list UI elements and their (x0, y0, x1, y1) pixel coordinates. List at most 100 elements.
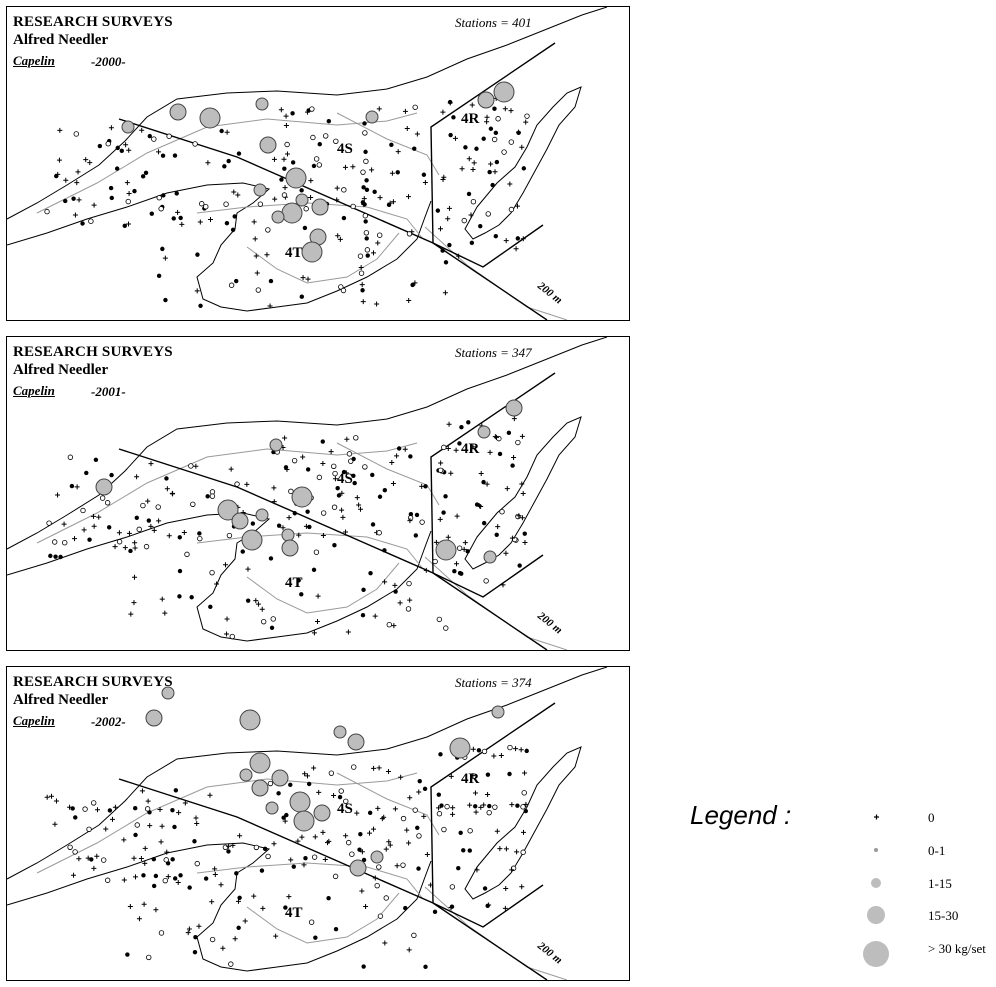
station-small-catch (457, 570, 463, 576)
station-small-catch (299, 592, 304, 597)
station-small-catch (151, 856, 157, 862)
station-trace-catch (105, 141, 111, 147)
station-small-catch (71, 196, 76, 201)
station-small-catch (302, 225, 308, 231)
station-zero-catch (379, 816, 385, 822)
station-trace-catch (520, 849, 526, 855)
station-zero-catch (76, 856, 82, 862)
station-zero-catch (334, 185, 340, 191)
station-zero-catch (157, 807, 163, 813)
station-small-catch (351, 473, 356, 478)
station-zero-catch (254, 270, 260, 276)
isobath-line (246, 232, 400, 284)
isobath-line (196, 862, 424, 900)
station-small-catch (485, 903, 490, 909)
large-catch-circle (265, 801, 279, 815)
station-trace-catch (328, 770, 335, 776)
isobath-line (196, 532, 424, 570)
station-small-catch (222, 164, 227, 169)
large-catch-circle (333, 725, 347, 739)
station-small-catch (296, 578, 301, 583)
station-zero-catch (245, 566, 251, 572)
station-zero-catch (162, 610, 168, 616)
legend-label-3: 15-30 (928, 908, 959, 923)
station-trace-catch (255, 287, 262, 293)
station-zero-catch (416, 789, 422, 795)
station-small-catch (106, 525, 112, 530)
station-zero-catch (94, 807, 100, 813)
station-small-catch (177, 594, 182, 599)
station-zero-catch (472, 790, 478, 796)
isobath-line (336, 112, 440, 176)
station-small-catch (358, 831, 363, 837)
station-zero-catch (128, 611, 134, 617)
station-zero-catch (278, 107, 284, 113)
station-zero-catch (421, 813, 427, 819)
station-small-catch (164, 476, 169, 481)
station-zero-catch (502, 106, 508, 112)
station-trace-catch (364, 247, 371, 253)
legend-symbol-over-30 (863, 941, 889, 967)
station-zero-catch (367, 830, 373, 836)
station-zero-catch (305, 276, 311, 282)
station-trace-catch (104, 500, 111, 506)
station-zero-catch (359, 282, 365, 288)
station-zero-catch (301, 862, 307, 868)
station-trace-catch (86, 826, 92, 832)
station-small-catch (465, 549, 470, 554)
station-zero-catch (412, 280, 418, 286)
station-zero-catch (453, 447, 459, 453)
station-zero-catch (407, 795, 413, 801)
station-zero-catch (147, 823, 153, 829)
station-zero-catch (176, 810, 182, 816)
station-zero-catch (251, 893, 257, 899)
station-zero-catch (445, 216, 451, 222)
station-zero-catch (194, 288, 200, 294)
year-label: -2002- (91, 714, 126, 729)
station-zero-catch (503, 846, 509, 852)
station-zero-catch (331, 793, 337, 799)
station-zero-catch (235, 898, 241, 904)
station-small-catch (269, 625, 275, 630)
station-trace-catch (508, 206, 515, 213)
legend-symbol-15-30 (867, 906, 885, 924)
station-zero-catch (470, 444, 476, 450)
station-small-catch (133, 806, 138, 811)
station-zero-catch (468, 212, 474, 218)
station-small-catch (365, 253, 370, 258)
station-zero-catch (280, 525, 286, 531)
large-catch-circle (477, 91, 495, 109)
station-zero-catch (438, 460, 444, 466)
station-small-catch (109, 195, 114, 201)
station-small-catch (161, 193, 166, 198)
station-zero-catch (126, 221, 132, 227)
station-zero-catch (440, 109, 446, 115)
large-catch-circle (269, 438, 283, 452)
station-trace-catch (311, 854, 318, 860)
station-trace-catch (346, 451, 353, 457)
station-small-catch (412, 146, 417, 151)
legend-symbol-1-15 (871, 878, 881, 888)
station-zero-catch (375, 240, 381, 246)
station-zero-catch (264, 252, 270, 258)
station-zero-catch (284, 151, 290, 157)
station-small-catch (291, 864, 296, 869)
station-small-catch (141, 873, 146, 878)
legend-label-4: > 30 kg/set (928, 941, 986, 956)
station-small-catch (299, 294, 305, 299)
station-small-catch (357, 847, 362, 852)
station-small-catch (306, 781, 312, 787)
isobath-line (424, 886, 568, 980)
division-boundary (430, 702, 556, 904)
species-label: Capelin (13, 713, 55, 728)
station-zero-catch (220, 945, 226, 951)
station-zero-catch (423, 567, 429, 573)
station-small-catch (305, 509, 310, 514)
station-small-catch (108, 185, 114, 191)
station-small-catch (494, 159, 500, 165)
large-catch-circle (295, 193, 309, 207)
station-zero-catch (511, 454, 517, 460)
station-zero-catch (48, 793, 54, 799)
station-small-catch (413, 533, 419, 538)
station-zero-catch (406, 298, 412, 304)
